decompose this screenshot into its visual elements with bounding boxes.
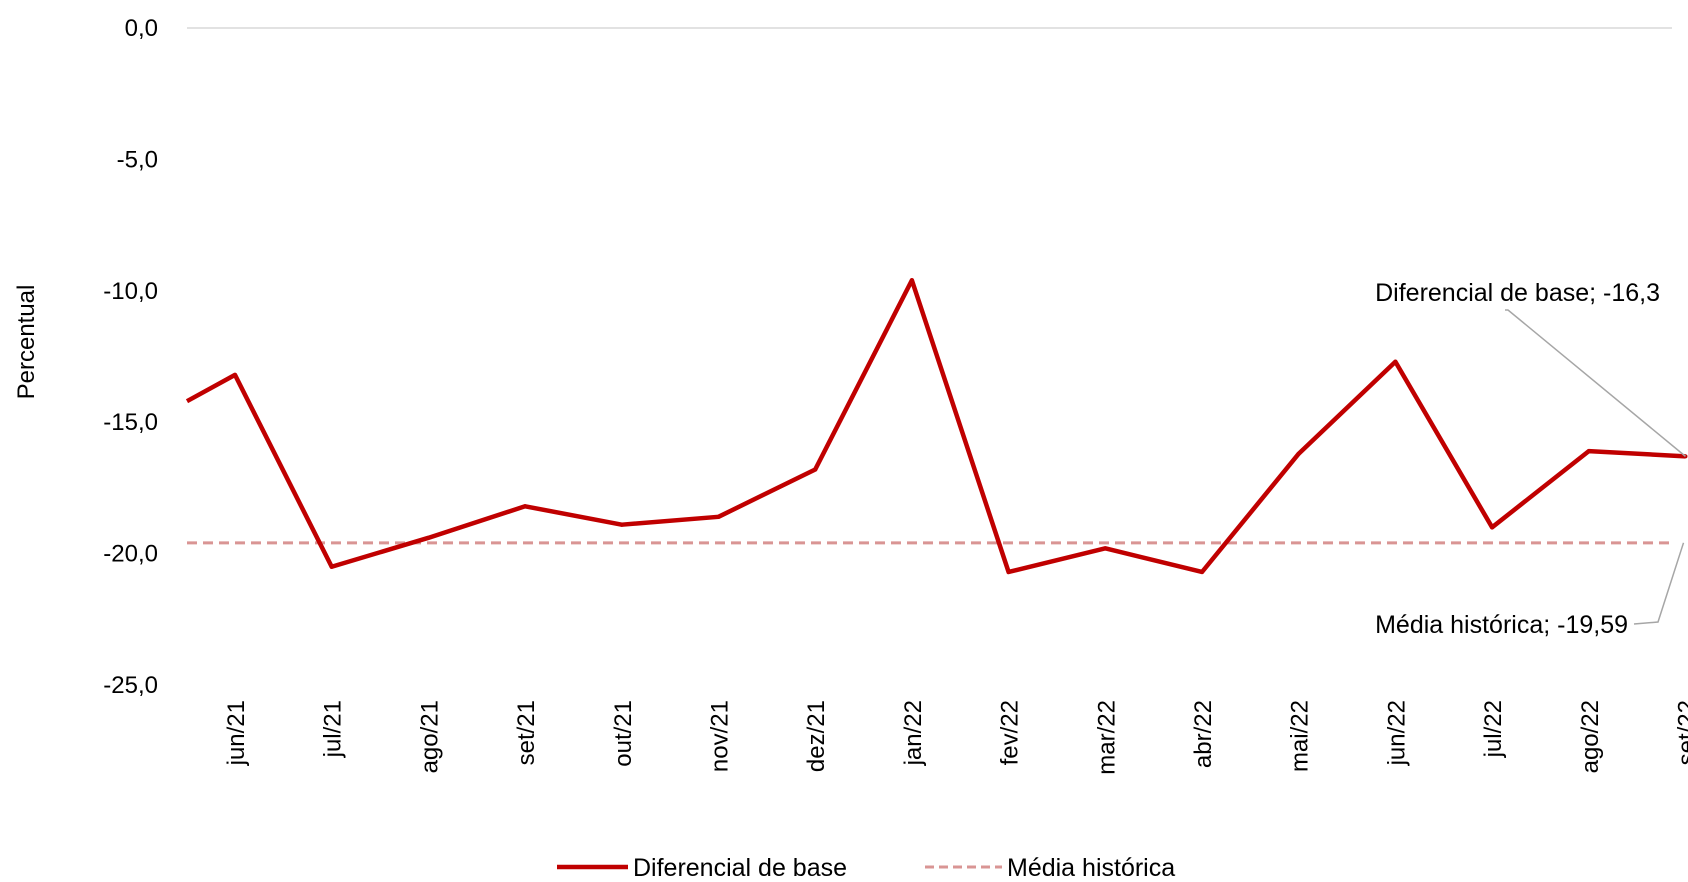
- callout-leader: [1505, 309, 1686, 457]
- data-point: [1200, 569, 1204, 574]
- x-tick-label: set/22: [1674, 700, 1688, 765]
- data-point: [813, 467, 818, 472]
- x-tick-label: ago/22: [1577, 700, 1604, 773]
- data-point: [329, 564, 334, 569]
- data-point: [909, 278, 914, 283]
- y-tick-label: -15,0: [103, 409, 158, 436]
- y-tick-label: -20,0: [103, 541, 158, 568]
- series-line-diferencial-de-base: [185, 278, 1686, 575]
- x-tick-label: nov/21: [707, 700, 734, 772]
- callout-leader: [1633, 542, 1685, 625]
- y-axis-ticks: 0,0 -5,0 -10,0 -15,0 -20,0 -25,0: [103, 15, 158, 699]
- y-tick-label: -25,0: [103, 672, 158, 699]
- x-tick-label: mai/22: [1287, 700, 1314, 772]
- series-layer: [185, 278, 1688, 575]
- legend: Diferencial de base Média histórica: [557, 854, 1175, 882]
- y-tick-label: -10,0: [103, 278, 158, 305]
- data-point: [233, 372, 237, 377]
- data-point: [619, 522, 624, 527]
- x-tick-label: fev/22: [997, 700, 1024, 765]
- y-axis-title: Percentual: [13, 285, 40, 400]
- data-point: [1296, 451, 1301, 456]
- legend-label-diferencial: Diferencial de base: [633, 854, 847, 882]
- annotation-diferencial: Diferencial de base; -16,3: [1375, 279, 1660, 307]
- data-point: [1006, 569, 1011, 574]
- x-tick-label: set/21: [513, 700, 540, 765]
- x-tick-label: dez/21: [803, 700, 830, 772]
- x-tick-label: jul/21: [320, 700, 347, 758]
- data-point: [1393, 359, 1398, 364]
- x-tick-label: jun/21: [223, 700, 250, 766]
- data-point: [1490, 525, 1495, 530]
- data-point: [1586, 449, 1591, 454]
- x-tick-label: jan/22: [900, 700, 927, 766]
- x-tick-label: out/21: [610, 700, 637, 767]
- legend-label-media: Média histórica: [1007, 854, 1175, 882]
- x-tick-label: jun/22: [1383, 700, 1410, 766]
- x-tick-label: ago/21: [416, 700, 443, 773]
- data-point: [523, 504, 528, 509]
- x-tick-label: jul/22: [1480, 700, 1507, 758]
- annotation-media: Média histórica; -19,59: [1375, 611, 1628, 639]
- x-axis-ticks: jun/21 jul/21 ago/21 set/21 out/21 nov/21 dez/…: [223, 700, 1688, 775]
- data-point: [1103, 546, 1108, 551]
- annotations: Diferencial de base; -16,3 Média históric…: [1375, 279, 1686, 639]
- y-tick-label: -5,0: [117, 146, 158, 173]
- x-tick-label: abr/22: [1190, 700, 1217, 768]
- y-tick-label: 0,0: [125, 15, 158, 42]
- data-point: [426, 535, 431, 540]
- x-tick-label: mar/22: [1093, 700, 1120, 775]
- data-point: [716, 514, 721, 519]
